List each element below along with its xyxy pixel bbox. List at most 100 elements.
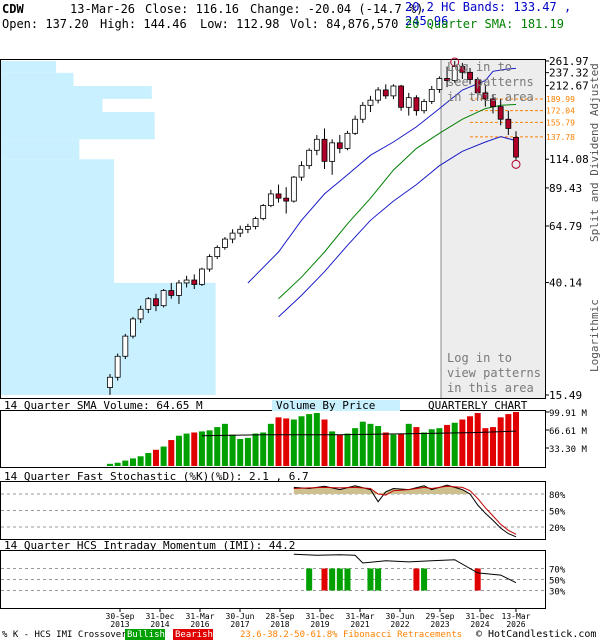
candle-body-53 xyxy=(513,136,519,158)
volume-bar-48 xyxy=(474,413,481,466)
volume-panel-title: 14 Quarter SMA Volume: 64.65 M xyxy=(4,399,203,412)
momentum-layer xyxy=(1,553,545,591)
imi-tick-label-2: 30% xyxy=(549,588,566,598)
volume-bar-3 xyxy=(129,458,136,466)
crossover-label: % K - HCS IMI Crossover: xyxy=(2,630,132,640)
x-tick-year-9: 2024 xyxy=(470,620,489,629)
imi-signal-4 xyxy=(344,568,351,591)
imi-signal-8 xyxy=(421,568,428,591)
volume-bar-34 xyxy=(367,423,374,466)
candle-body-9 xyxy=(176,282,182,296)
x-tick-date-6: 31-Mar xyxy=(346,612,375,621)
imi-signal-7 xyxy=(413,568,420,591)
symbol: CDW xyxy=(2,2,24,16)
candle-body-42 xyxy=(428,88,435,102)
vbp-bar-8 xyxy=(1,227,115,283)
candle-body-10 xyxy=(183,279,190,284)
fibonacci-footer-label: 23.6-38.2-50-61.8% Fibonacci Retracement… xyxy=(240,630,462,640)
fib-label-0: 189.99 xyxy=(546,95,575,104)
login-patterns-top-2[interactable]: see patterns xyxy=(447,75,534,89)
vbp-bar-4 xyxy=(1,112,155,140)
candle-body-17 xyxy=(237,228,244,234)
candle-body-31 xyxy=(344,132,351,149)
volume-bar-50 xyxy=(490,427,497,466)
volume-bar-6 xyxy=(152,449,159,466)
low-marker xyxy=(511,159,521,169)
candle-body-47 xyxy=(467,71,473,80)
candle-body-24 xyxy=(290,176,297,202)
vbp-bar-7 xyxy=(1,188,115,228)
x-tick-year-1: 2014 xyxy=(150,620,169,629)
volume-bar-7 xyxy=(160,446,167,466)
vbp-bar-0 xyxy=(1,61,57,73)
volume-bar-16 xyxy=(229,434,236,466)
x-tick-year-4: 2018 xyxy=(270,620,289,629)
x-tick-date-7: 30-Jun xyxy=(386,612,415,621)
x-tick-date-4: 28-Sep xyxy=(266,612,295,621)
volume-bar-22 xyxy=(275,417,282,466)
momentum-panel-title: 14 Quarter HCS Intraday Momentum (IMI): … xyxy=(4,539,295,552)
x-tick-year-0: 2013 xyxy=(110,620,129,629)
volume-bar-23 xyxy=(283,418,290,466)
price-tick-label-4: 89.43 xyxy=(549,182,582,195)
volume-bar-36 xyxy=(382,432,389,466)
login-patterns-top-1[interactable]: Log in to xyxy=(447,60,512,74)
x-tick-date-9: 31-Dec xyxy=(466,612,495,621)
stoch-tick-label-1: 50% xyxy=(549,508,566,518)
price-tick-label-1: 237.32 xyxy=(549,67,589,80)
x-tick-date-5: 31-Dec xyxy=(306,612,335,621)
x-tick-date-2: 31-Mar xyxy=(186,612,215,621)
volume-by-price-layer xyxy=(1,61,216,395)
volume-bar-26 xyxy=(306,414,313,466)
hc-band-layer xyxy=(247,67,517,318)
volume-bar-35 xyxy=(375,426,382,466)
vbp-bar-9 xyxy=(1,282,216,395)
candle-body-49 xyxy=(482,92,489,100)
volume-bar-40 xyxy=(413,427,420,466)
volume-bar-21 xyxy=(267,423,274,466)
copyright-label[interactable]: © HotCandlestick.com xyxy=(476,629,596,640)
stochastic-layer xyxy=(1,484,545,538)
login-patterns-bottom-3[interactable]: in this area xyxy=(447,381,534,395)
candle-body-37 xyxy=(390,85,397,97)
candle-body-34 xyxy=(367,99,374,106)
imi-signal-6 xyxy=(375,568,382,591)
candle-body-19 xyxy=(252,218,259,227)
volume-bar-33 xyxy=(359,421,366,466)
candle-body-11 xyxy=(191,279,198,285)
volume-bar-25 xyxy=(298,416,305,466)
login-patterns-top-3[interactable]: in this area xyxy=(447,90,534,104)
low-label: Low: 112.98 xyxy=(200,17,280,31)
candle-body-6 xyxy=(153,298,159,307)
volume-bar-51 xyxy=(497,417,504,466)
candle-body-3 xyxy=(130,318,136,337)
candle-body-16 xyxy=(229,232,236,240)
volume-bar-47 xyxy=(467,416,474,466)
login-patterns-bottom-1[interactable]: Log in to xyxy=(447,351,512,365)
candle-body-15 xyxy=(222,238,228,248)
volume-bar-13 xyxy=(206,430,213,466)
price-tick-label-7: 15.49 xyxy=(549,389,582,402)
fib-label-3: 137.78 xyxy=(546,133,575,142)
candle-body-12 xyxy=(199,268,205,285)
stochastic-panel-title: 14 Quarter Fast Stochastic (%K)(%D): 2.1… xyxy=(4,470,309,483)
bearish-swatch xyxy=(173,629,213,640)
login-patterns-bottom-2[interactable]: view patterns xyxy=(447,366,541,380)
hc-band-upper-line xyxy=(247,67,517,284)
bearish-label: Bearish xyxy=(175,630,213,640)
price-tick-label-5: 64.79 xyxy=(549,220,582,233)
volume-bar-43 xyxy=(436,428,443,466)
volume-tick-label-1: 66.61 M xyxy=(549,427,588,437)
volume-tick-label-0: 99.91 M xyxy=(549,409,588,419)
candle-body-5 xyxy=(145,298,152,310)
volume-bar-17 xyxy=(237,438,244,466)
candle-body-30 xyxy=(336,142,343,149)
high-marker xyxy=(450,57,460,67)
stochastic-axis: 80% 50% 20% xyxy=(549,491,566,534)
volume-bar-11 xyxy=(191,432,198,466)
volume-bar-19 xyxy=(252,433,259,466)
volume-bar-12 xyxy=(198,431,205,466)
candle-body-25 xyxy=(298,165,305,178)
imi-signal-5 xyxy=(367,568,374,591)
